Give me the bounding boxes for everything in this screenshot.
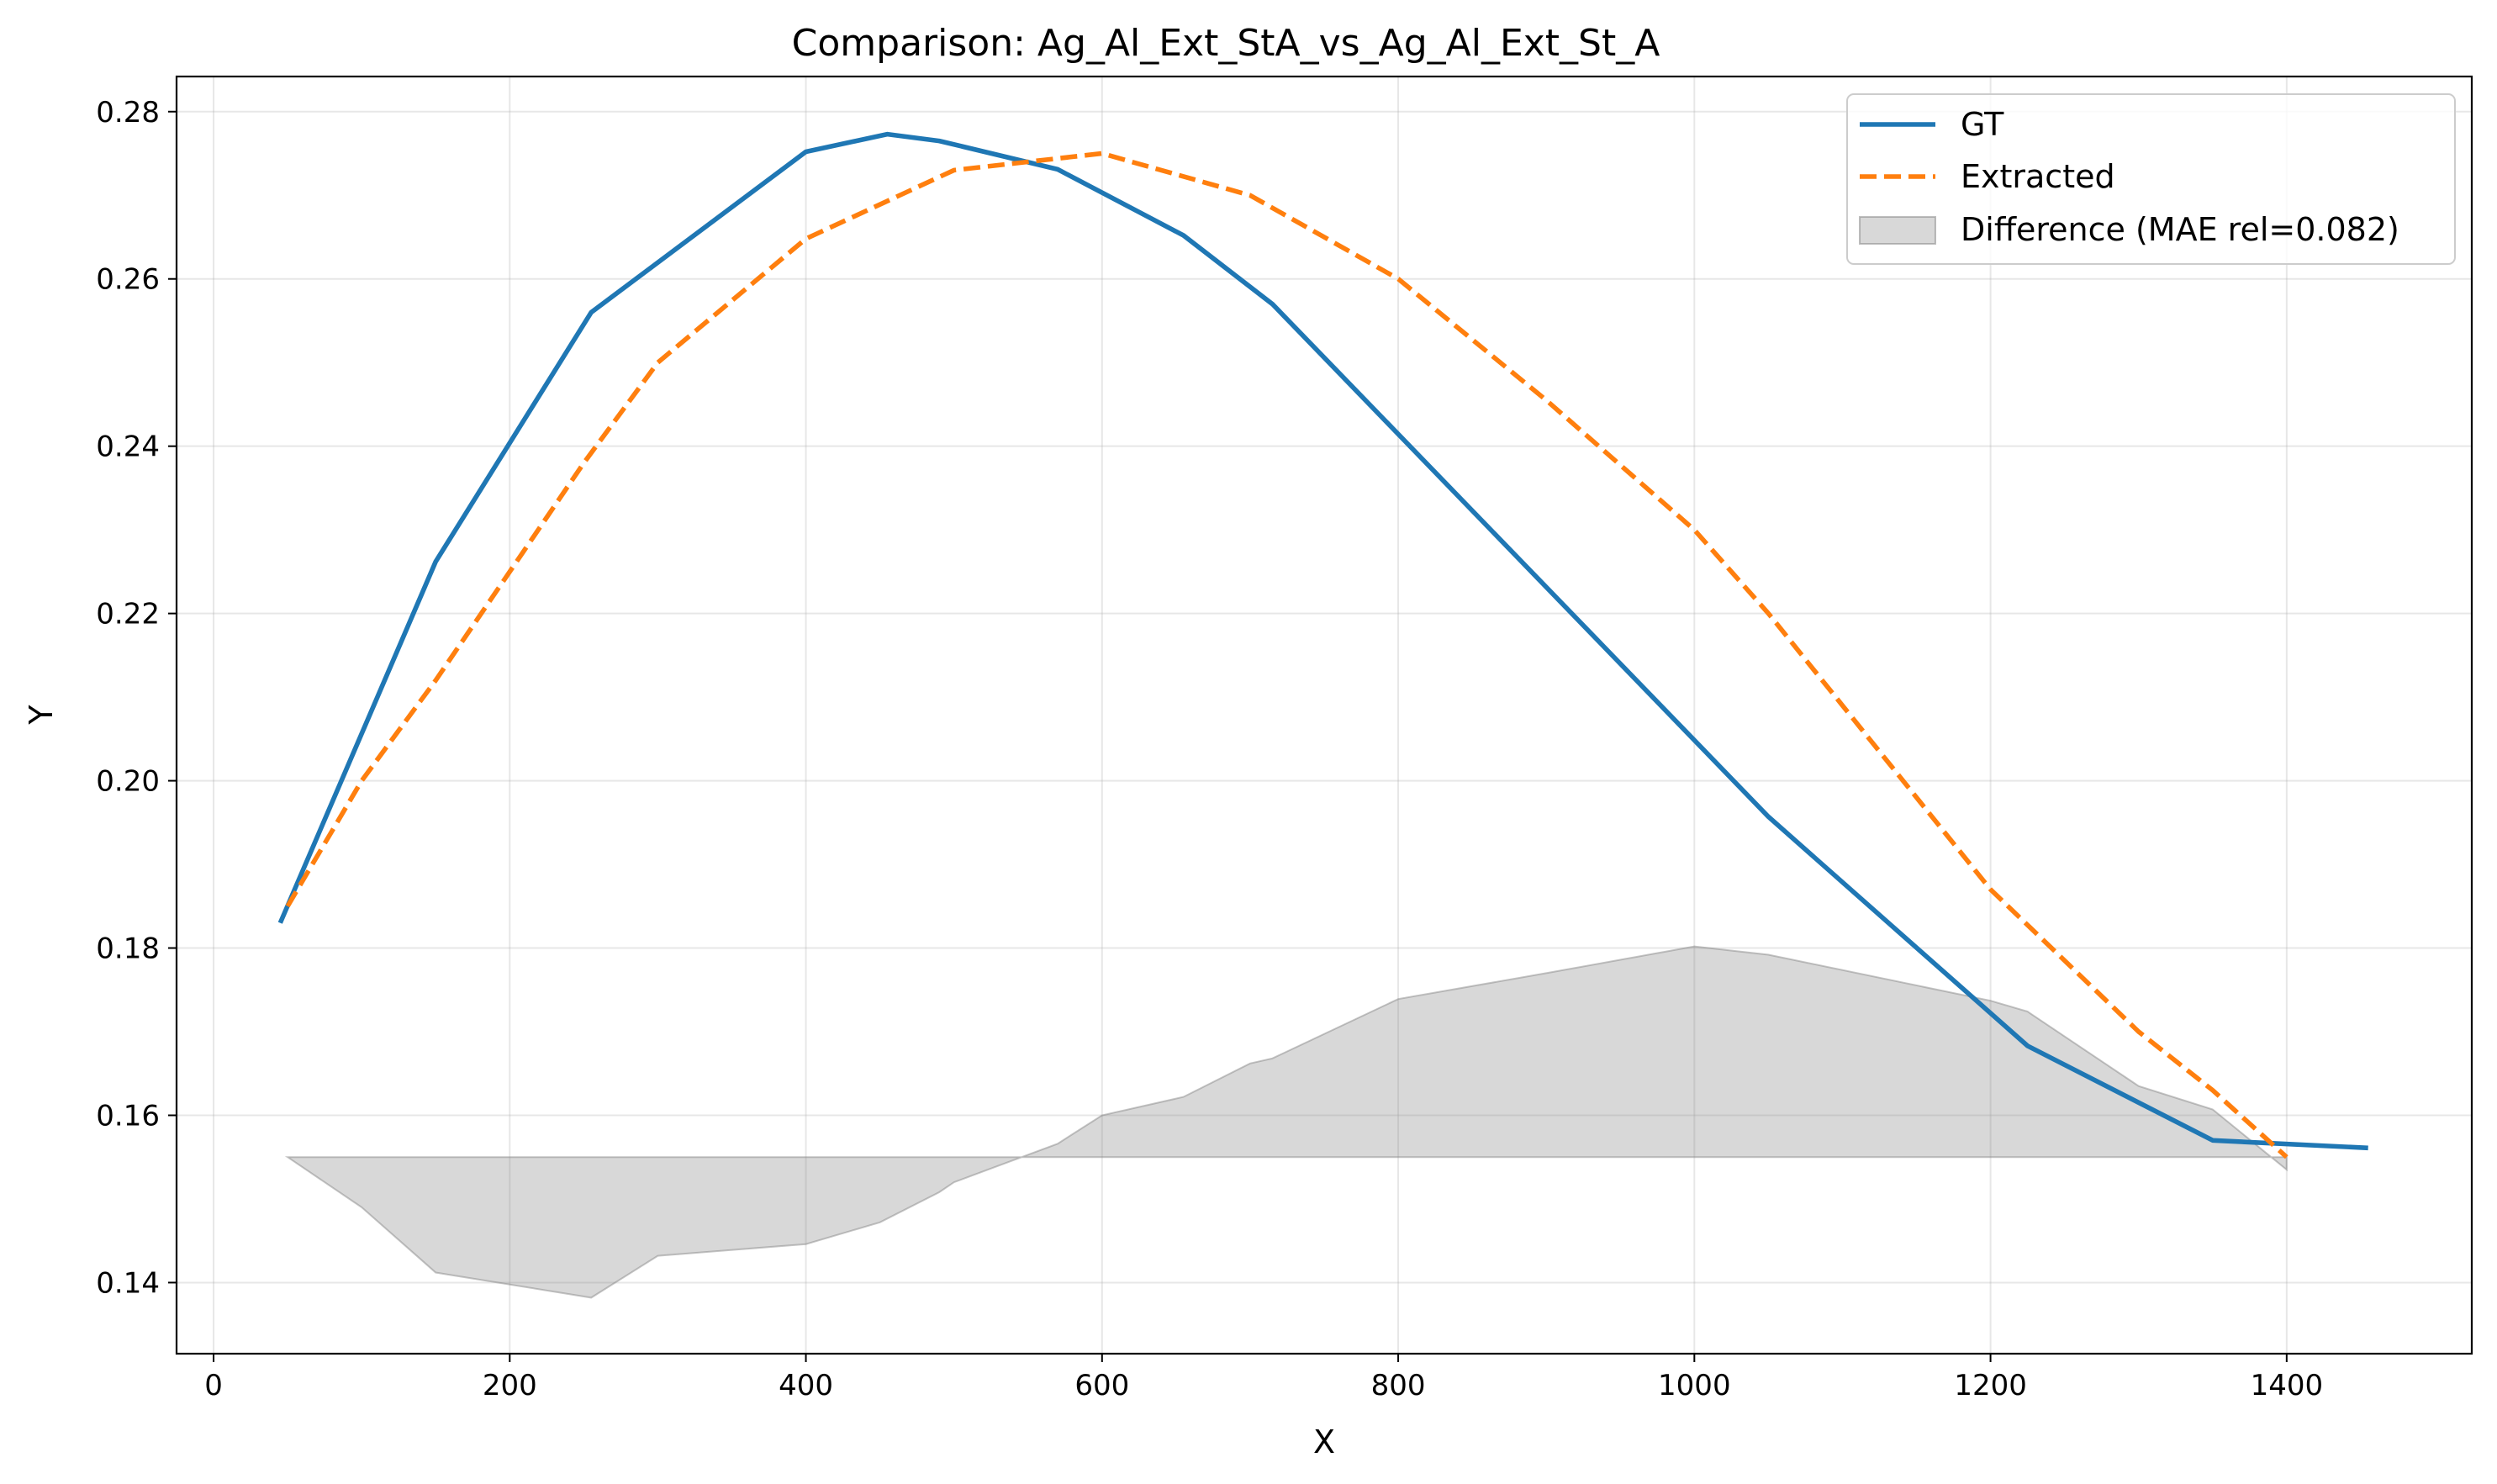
y-axis-label: Y [23,705,60,726]
x-tick-label: 800 [1371,1369,1426,1402]
x-tick-label: 600 [1074,1369,1129,1402]
axis-ticks: 0 200 400 600 800 1000 1200 1400 0.14 0.16 0.18 0.2… [96,96,2323,1402]
legend-box [1846,93,2456,265]
y-tick-label: 0.18 [96,932,160,966]
legend-extracted-label: Extracted [1961,158,2115,195]
x-tick-label: 1000 [1658,1369,1731,1402]
x-tick-label: 0 [204,1369,223,1402]
difference-fill [284,945,2288,1299]
y-tick-label: 0.24 [96,430,160,464]
chart-title: Comparison: Ag_Al_Ext_StA_vs_Ag_Al_Ext_S… [792,22,1660,65]
y-tick-label: 0.22 [96,598,160,631]
y-tick-label: 0.28 [96,96,160,129]
legend-difference-swatch [1859,216,1936,245]
x-tick-label: 1400 [2251,1369,2324,1402]
grid [177,77,2472,1354]
legend-difference-label: Difference (MAE rel=0.082) [1961,211,2399,248]
x-tick-label: 400 [779,1369,833,1402]
x-tick-label: 1200 [1954,1369,2027,1402]
y-tick-label: 0.20 [96,765,160,799]
series-line-extracted [285,151,2288,1159]
y-tick-label: 0.26 [96,263,160,297]
plot-area-frame [175,75,2473,1355]
x-axis-label: X [1313,1423,1335,1460]
x-tick-label: 200 [483,1369,537,1402]
difference-area [284,945,2288,1299]
y-tick-label: 0.14 [96,1266,160,1300]
series-lines [277,131,2368,1159]
legend: GT Extracted Difference (MAE rel=0.082) [1846,93,2456,265]
legend-gt-label: GT [1961,106,2004,143]
series-line-gt [277,131,2368,1151]
y-tick-label: 0.16 [96,1099,160,1133]
